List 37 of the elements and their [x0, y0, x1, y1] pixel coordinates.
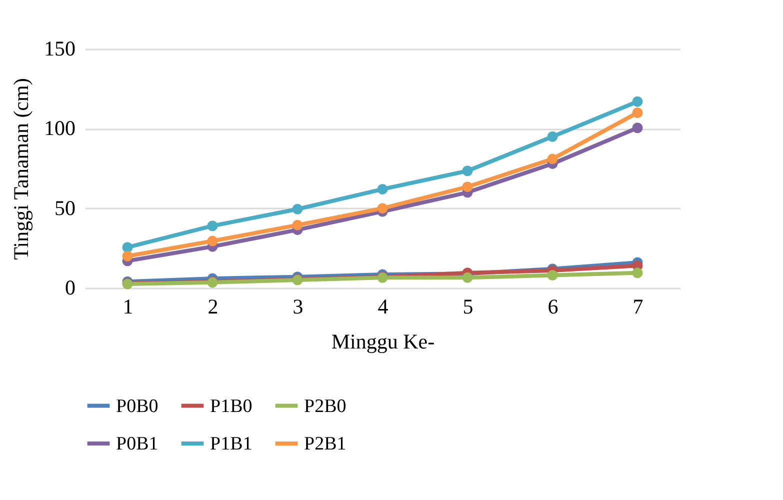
point [632, 268, 643, 278]
point [547, 270, 558, 280]
y-tick-label: 50 [54, 196, 76, 220]
x-axis-title: Minggu Ke- [331, 330, 435, 354]
legend-label: P0B1 [116, 434, 158, 454]
point [122, 242, 133, 253]
legend-label: P2B1 [304, 434, 346, 454]
legend-label: P1B0 [210, 396, 252, 417]
legend-label: P0B0 [116, 396, 158, 417]
legend-label: P2B0 [304, 396, 346, 417]
y-tick-label: 100 [44, 116, 76, 140]
x-tick-label: 4 [378, 294, 389, 318]
point [632, 122, 643, 134]
point [632, 96, 643, 107]
x-tick-label: 3 [292, 294, 304, 318]
point [547, 154, 558, 164]
y-tick-label: 150 [44, 36, 76, 60]
point [547, 131, 558, 142]
point [207, 236, 218, 246]
point [122, 250, 133, 262]
point [377, 203, 388, 214]
point [292, 220, 303, 230]
point [632, 108, 643, 118]
x-tick-label: 2 [208, 294, 218, 318]
point [377, 184, 388, 194]
point [292, 204, 303, 214]
point [462, 182, 473, 192]
legend-label: P1B1 [210, 434, 252, 454]
point [462, 166, 473, 176]
y-tick-label: 0 [65, 276, 76, 300]
x-tick-label: 1 [122, 294, 134, 318]
point [462, 272, 473, 283]
x-tick-label: 6 [548, 294, 558, 318]
x-tick-label: 5 [462, 294, 474, 318]
x-tick-label: 7 [632, 294, 644, 318]
y-axis-title: Tinggi Tanaman (cm) [9, 78, 33, 260]
point [207, 220, 218, 232]
